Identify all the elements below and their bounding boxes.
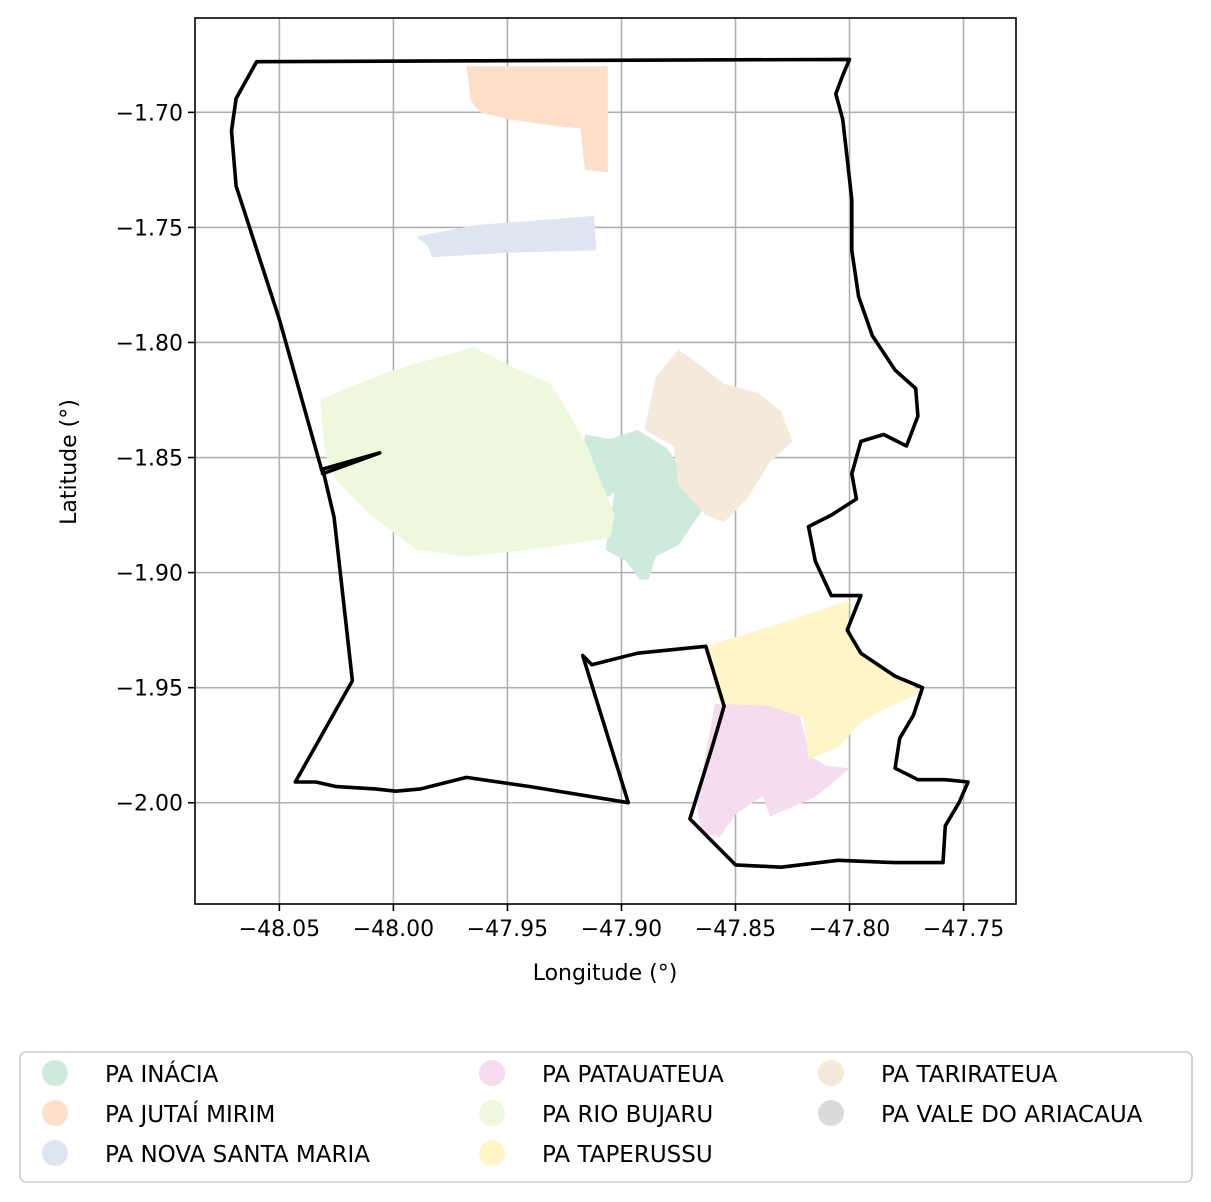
settlement-regions — [320, 66, 923, 838]
x-tick-label: −47.95 — [467, 917, 548, 942]
region-pa-jutai-mirim — [466, 66, 608, 173]
y-tick-label: −2.00 — [116, 792, 183, 817]
municipality-boundary — [229, 57, 970, 870]
legend-marker — [42, 1060, 68, 1086]
y-axis-label: Latitude (°) — [57, 399, 82, 525]
region-pa-patauateua — [696, 703, 850, 838]
x-tick-label: −47.75 — [923, 917, 1004, 942]
x-axis-ticks: −48.05 −48.00 −47.95 −47.90 −47.85 −47.80 −47.… — [239, 904, 1004, 942]
boundary-outline — [229, 57, 970, 870]
region-pa-taperussu — [705, 600, 923, 759]
x-tick-label: −47.90 — [581, 917, 662, 942]
y-tick-label: −1.90 — [116, 562, 183, 587]
legend-marker — [479, 1100, 505, 1126]
x-tick-label: −48.05 — [239, 917, 320, 942]
region-pa-tarirateua — [644, 349, 793, 522]
y-tick-label: −1.75 — [116, 216, 183, 241]
legend: PA INÁCIA PA JUTAÍ MIRIM PA NOVA SANTA MAR… — [19, 1051, 1193, 1183]
legend-label: PA JUTAÍ MIRIM — [105, 1100, 275, 1128]
y-tick-label: −1.95 — [116, 677, 183, 702]
legend-marker — [42, 1140, 68, 1166]
legend-label: PA TARIRATEUA — [881, 1062, 1058, 1088]
legend-marker — [818, 1060, 844, 1086]
legend-marker — [42, 1100, 68, 1126]
legend-label: PA INÁCIA — [105, 1060, 219, 1088]
legend-label: PA VALE DO ARIACAUA — [881, 1102, 1143, 1128]
legend-marker — [479, 1140, 505, 1166]
legend-marker — [479, 1060, 505, 1086]
legend-box — [19, 1051, 1193, 1183]
plot-frame — [194, 17, 1017, 905]
legend-label: PA PATAUATEUA — [542, 1062, 724, 1088]
legend-label: PA TAPERUSSU — [542, 1142, 713, 1168]
y-axis-ticks: −1.70 −1.75 −1.80 −1.85 −1.90 −1.95 −2.00 — [116, 101, 195, 817]
legend-marker — [818, 1100, 844, 1126]
region-pa-inacia — [580, 429, 704, 580]
y-tick-label: −1.85 — [116, 447, 183, 472]
region-pa-rio-bujaru — [320, 347, 615, 557]
legend-label: PA RIO BUJARU — [542, 1102, 713, 1128]
y-tick-label: −1.80 — [116, 331, 183, 356]
x-tick-label: −47.85 — [695, 917, 776, 942]
region-pa-nova-santa-maria — [416, 215, 597, 258]
x-axis-label: Longitude (°) — [533, 961, 678, 986]
y-tick-label: −1.70 — [116, 101, 183, 126]
x-tick-label: −48.00 — [353, 917, 434, 942]
x-tick-label: −47.80 — [809, 917, 890, 942]
legend-label: PA NOVA SANTA MARIA — [105, 1142, 370, 1168]
